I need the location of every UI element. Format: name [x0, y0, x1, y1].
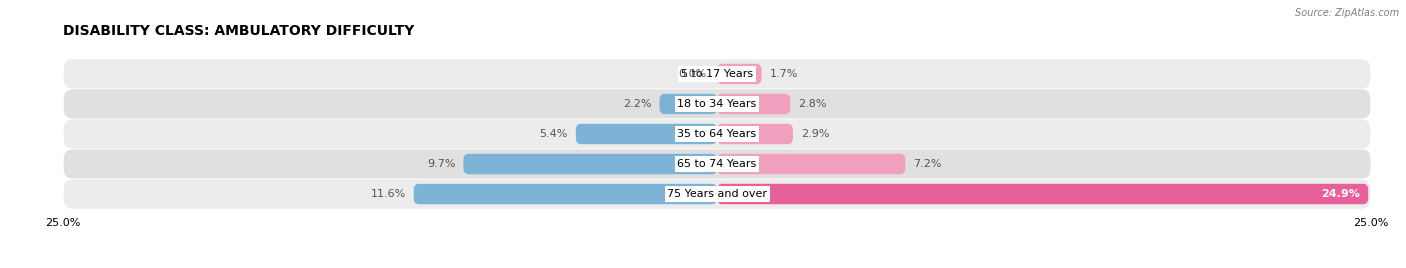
Text: 2.8%: 2.8%: [799, 99, 827, 109]
Text: DISABILITY CLASS: AMBULATORY DIFFICULTY: DISABILITY CLASS: AMBULATORY DIFFICULTY: [63, 24, 415, 38]
Text: 2.2%: 2.2%: [623, 99, 651, 109]
FancyBboxPatch shape: [63, 149, 1371, 179]
FancyBboxPatch shape: [63, 179, 1371, 209]
FancyBboxPatch shape: [717, 94, 790, 114]
FancyBboxPatch shape: [413, 184, 717, 204]
Text: 18 to 34 Years: 18 to 34 Years: [678, 99, 756, 109]
Text: 35 to 64 Years: 35 to 64 Years: [678, 129, 756, 139]
FancyBboxPatch shape: [717, 124, 793, 144]
Text: 75 Years and over: 75 Years and over: [666, 189, 768, 199]
FancyBboxPatch shape: [659, 94, 717, 114]
Text: 0.0%: 0.0%: [678, 69, 707, 79]
FancyBboxPatch shape: [576, 124, 717, 144]
Text: 5.4%: 5.4%: [540, 129, 568, 139]
FancyBboxPatch shape: [63, 119, 1371, 149]
Text: 2.9%: 2.9%: [801, 129, 830, 139]
Text: Source: ZipAtlas.com: Source: ZipAtlas.com: [1295, 8, 1399, 18]
Legend: Male, Female: Male, Female: [651, 263, 783, 268]
FancyBboxPatch shape: [464, 154, 717, 174]
FancyBboxPatch shape: [717, 154, 905, 174]
Text: 5 to 17 Years: 5 to 17 Years: [681, 69, 754, 79]
Text: 7.2%: 7.2%: [914, 159, 942, 169]
Text: 65 to 74 Years: 65 to 74 Years: [678, 159, 756, 169]
FancyBboxPatch shape: [63, 59, 1371, 89]
Text: 11.6%: 11.6%: [371, 189, 406, 199]
FancyBboxPatch shape: [717, 64, 762, 84]
Text: 24.9%: 24.9%: [1322, 189, 1361, 199]
FancyBboxPatch shape: [717, 184, 1368, 204]
Text: 9.7%: 9.7%: [427, 159, 456, 169]
FancyBboxPatch shape: [63, 89, 1371, 119]
Text: 1.7%: 1.7%: [769, 69, 797, 79]
